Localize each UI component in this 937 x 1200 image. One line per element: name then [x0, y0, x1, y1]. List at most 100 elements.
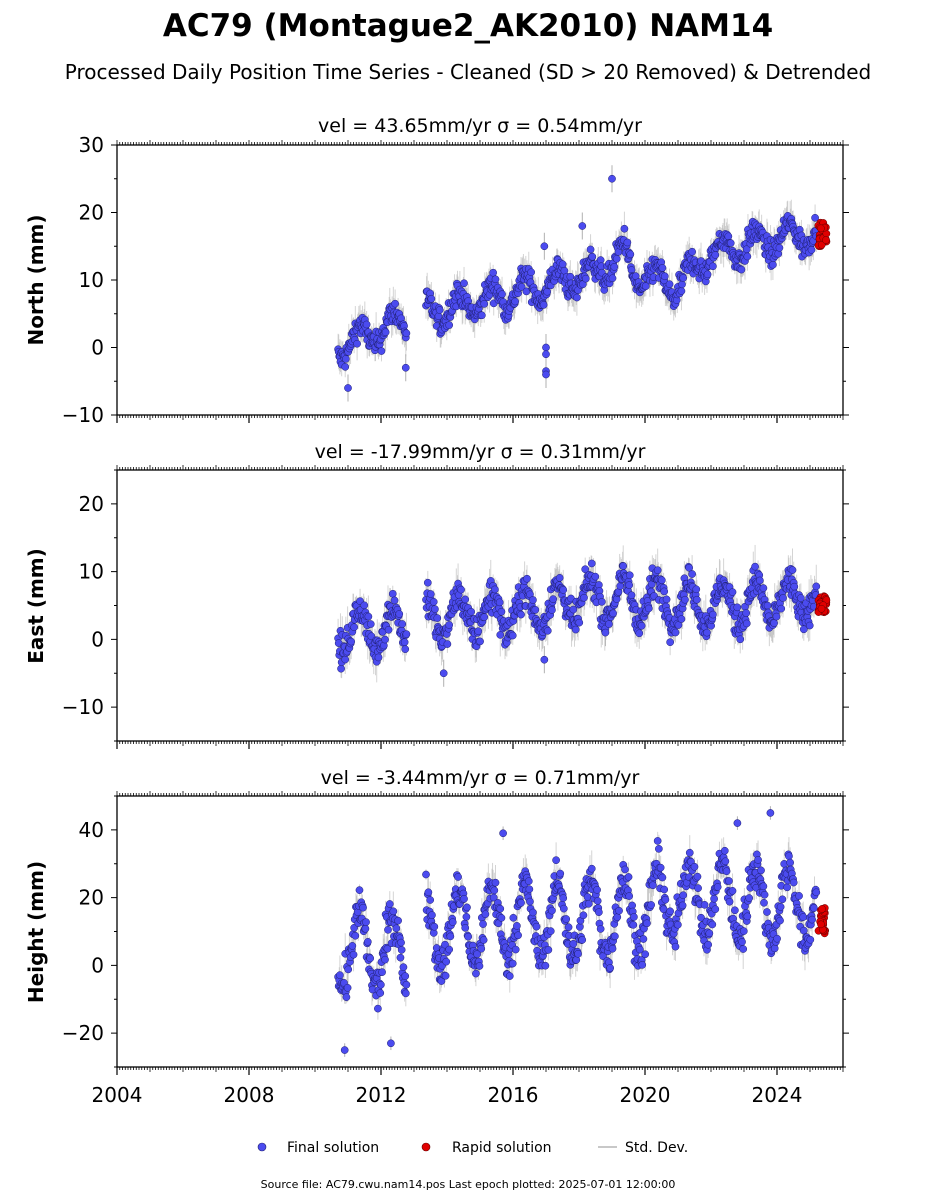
final-point: [626, 250, 635, 259]
final-point: [508, 631, 517, 640]
final-point: [658, 264, 667, 272]
final-point: [390, 596, 399, 605]
final-point: [360, 601, 369, 610]
final-point: [433, 614, 442, 622]
final-point: [549, 595, 557, 603]
final-point: [344, 384, 352, 392]
final-point: [581, 274, 590, 283]
height-panel-title: vel = -3.44mm/yr σ = 0.71mm/yr: [321, 767, 640, 789]
final-point: [812, 582, 821, 591]
final-point: [398, 620, 407, 628]
final-point: [474, 627, 483, 636]
final-point: [435, 306, 444, 314]
final-point: [805, 621, 814, 630]
final-point: [531, 605, 540, 614]
final-point: [635, 629, 644, 638]
final-point: [736, 635, 745, 644]
final-point: [353, 339, 361, 348]
final-point: [796, 594, 805, 602]
final-point: [678, 280, 686, 289]
final-point: [388, 589, 397, 598]
final-point: [559, 586, 568, 594]
final-point: [608, 174, 616, 183]
final-point: [711, 251, 720, 259]
final-point: [445, 621, 454, 629]
final-point: [726, 239, 735, 247]
final-point: [381, 328, 390, 337]
final-point: [772, 612, 781, 621]
final-point: [489, 268, 497, 277]
final-point: [653, 566, 662, 575]
chart-title: AC79 (Montague2_AK2010) NAM14: [163, 8, 773, 44]
final-point: [364, 612, 373, 621]
final-point: [443, 640, 452, 648]
final-point: [457, 585, 465, 594]
final-point: [755, 576, 764, 585]
final-point: [543, 626, 552, 635]
final-point: [542, 370, 550, 379]
final-point: [517, 283, 526, 291]
final-point: [775, 243, 784, 252]
north-rapid-points: [814, 218, 831, 251]
final-point: [480, 300, 489, 308]
final-point: [769, 260, 777, 269]
final-point: [347, 637, 356, 646]
y-tick-label: −10: [62, 695, 104, 719]
final-point: [608, 274, 617, 283]
final-point: [543, 287, 552, 296]
final-point: [527, 268, 536, 277]
final-point: [637, 621, 646, 630]
final-point: [733, 603, 742, 612]
final-point: [540, 242, 549, 251]
rapid-point: [817, 224, 825, 233]
final-point: [644, 604, 653, 613]
final-point: [542, 343, 550, 352]
final-point: [743, 252, 752, 261]
final-point: [807, 245, 816, 254]
final-point: [703, 628, 711, 637]
north-axes-frame: [116, 144, 844, 416]
final-point: [709, 610, 717, 619]
final-point: [677, 287, 686, 295]
final-point: [542, 350, 550, 359]
final-point: [688, 247, 696, 256]
final-point: [517, 610, 525, 619]
final-point: [341, 355, 350, 363]
y-tick-label: 0: [91, 627, 104, 651]
final-point: [693, 595, 701, 604]
final-point: [460, 279, 468, 288]
final-point: [657, 576, 666, 585]
chart-subtitle: Processed Daily Position Time Series - C…: [65, 60, 871, 84]
final-point: [625, 571, 634, 580]
final-point: [540, 655, 549, 664]
final-point: [467, 607, 476, 616]
final-point: [581, 565, 590, 574]
final-point: [679, 274, 688, 282]
north-panel-title: vel = 43.65mm/yr σ = 0.54mm/yr: [318, 115, 642, 137]
final-point: [612, 255, 621, 263]
final-point: [366, 620, 375, 628]
final-point: [703, 270, 712, 279]
final-point: [341, 363, 350, 371]
final-point: [751, 562, 759, 571]
final-point: [666, 638, 674, 647]
final-point: [601, 628, 610, 637]
final-point: [400, 638, 409, 647]
final-point: [660, 587, 669, 596]
final-point: [439, 669, 448, 678]
final-point: [681, 595, 689, 604]
final-point: [660, 272, 669, 281]
final-point: [610, 263, 619, 271]
final-point: [431, 605, 439, 613]
final-point: [427, 294, 436, 303]
final-point: [461, 595, 470, 604]
north-ylabel: North (mm): [24, 214, 48, 345]
east-panel: vel = -17.99mm/yr σ = 0.31mm/yr East (mm…: [24, 441, 849, 749]
final-point: [788, 566, 797, 574]
final-point: [498, 290, 506, 299]
final-point: [374, 653, 383, 662]
final-point: [578, 222, 587, 230]
final-point: [677, 615, 686, 623]
rapid-point: [822, 236, 830, 244]
height-panel: vel = -3.44mm/yr σ = 0.71mm/yr Height (m…: [24, 767, 849, 1075]
